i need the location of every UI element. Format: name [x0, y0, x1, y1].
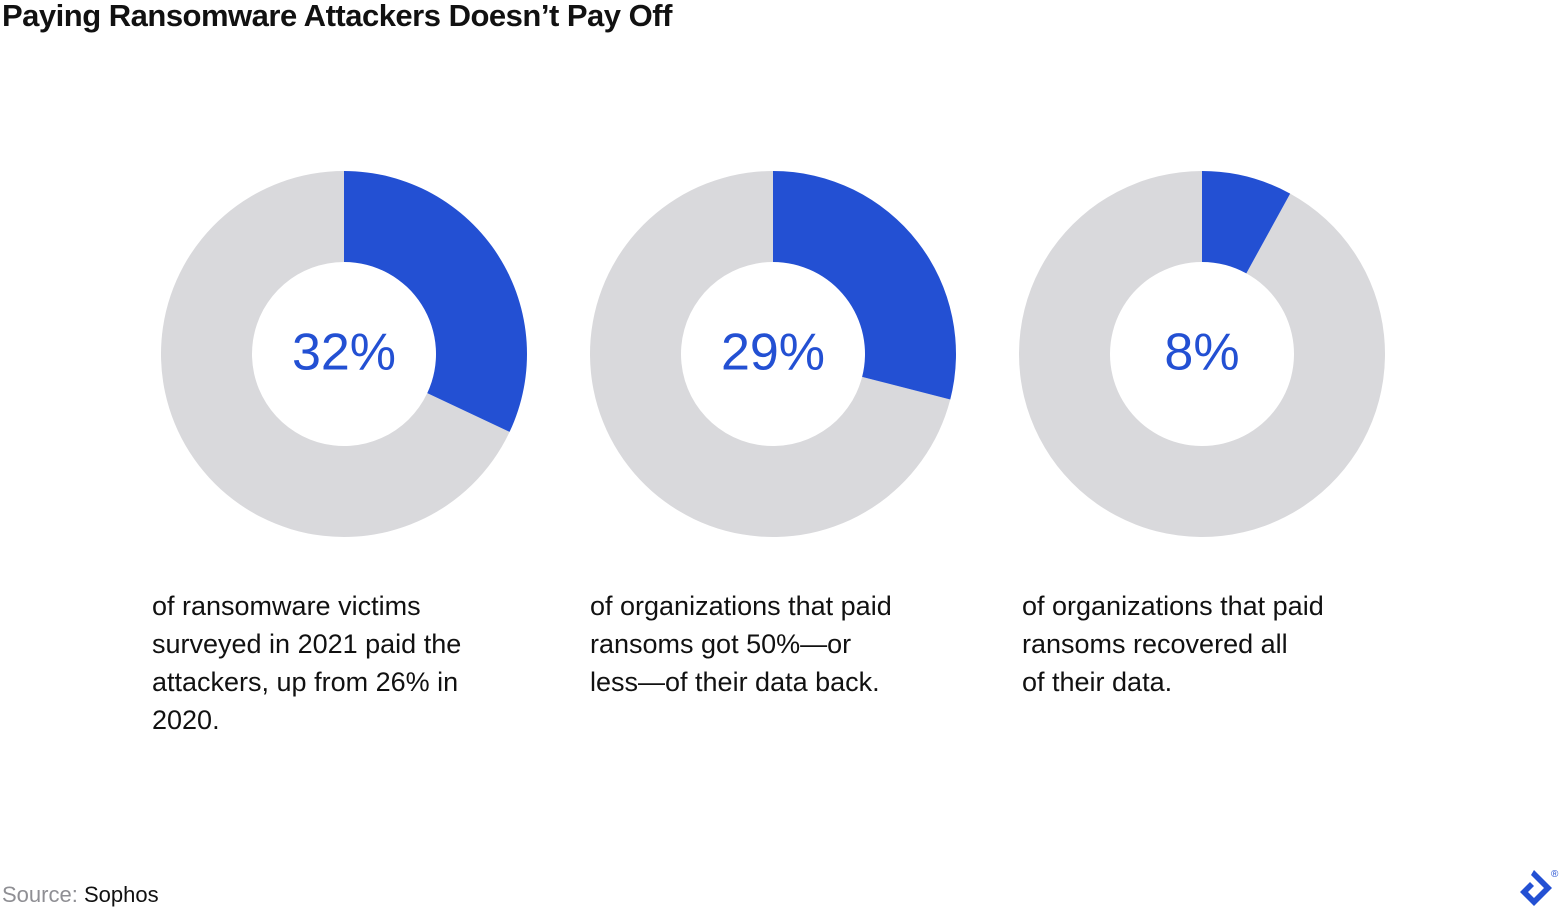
- registered-mark: ®: [1551, 869, 1559, 880]
- donut-remainder-segment: [160, 171, 510, 537]
- donut-chart-3: 8%: [1018, 171, 1385, 537]
- donut-center-label: 8%: [1164, 324, 1239, 382]
- caption-3: of organizations that paid ransoms recov…: [1022, 587, 1442, 701]
- source-note: Source: Sophos: [2, 882, 159, 908]
- caption-3-line: ransoms recovered all: [1022, 629, 1288, 659]
- donut-chart-2: 29%: [590, 171, 956, 537]
- donut-center-label: 29%: [721, 324, 825, 382]
- donut-value-segment: [1202, 171, 1291, 274]
- donut-value-segment: [773, 171, 956, 400]
- donut-center-label: 32%: [292, 324, 396, 382]
- donut-chart-1: 32%: [160, 171, 527, 537]
- chart-title: Paying Ransomware Attackers Doesn’t Pay …: [2, 0, 672, 33]
- source-name: Sophos: [83, 882, 159, 907]
- caption-3-line: of organizations that paid: [1022, 591, 1324, 621]
- caption-1-line: of ransomware victims: [152, 591, 421, 621]
- caption-1-line: attackers, up from 26% in: [152, 667, 459, 697]
- caption-3-line: of their data.: [1022, 667, 1173, 697]
- caption-2: of organizations that paid ransoms got 5…: [590, 587, 1000, 701]
- donut-value-segment: [344, 171, 527, 432]
- caption-1-line: 2020.: [152, 705, 220, 735]
- caption-2-line: less—of their data back.: [590, 667, 880, 697]
- caption-1: of ransomware victims surveyed in 2021 p…: [152, 587, 552, 739]
- caption-2-line: ransoms got 50%—or: [590, 629, 852, 659]
- caption-2-line: of organizations that paid: [590, 591, 892, 621]
- toptal-logo-icon: ®: [1520, 869, 1559, 906]
- donut-remainder-segment: [1018, 171, 1385, 537]
- source-label: Source:: [2, 882, 78, 907]
- donut-remainder-segment: [590, 171, 951, 537]
- caption-1-line: surveyed in 2021 paid the: [152, 629, 462, 659]
- logo-mark-shape: [1520, 870, 1552, 906]
